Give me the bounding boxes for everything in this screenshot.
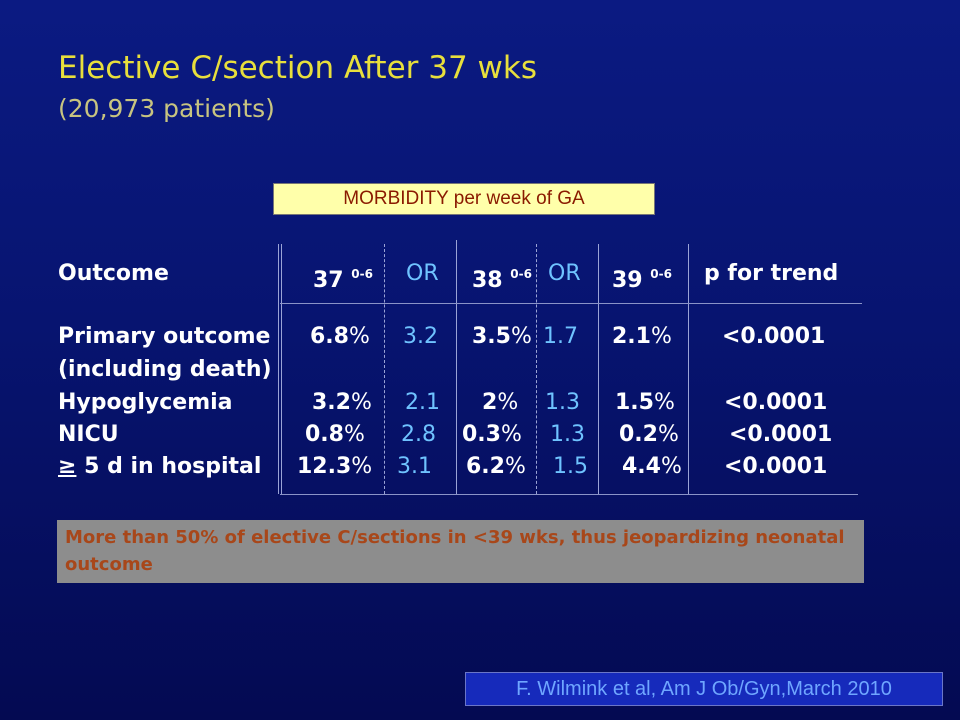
slide-subtitle: (20,973 patients) bbox=[58, 94, 275, 123]
cell-38: 3.5% bbox=[472, 324, 532, 349]
cell-p: <0.0001 bbox=[724, 454, 828, 479]
cell-or1: 3.2 bbox=[403, 324, 438, 349]
cell-39: 4.4% bbox=[622, 454, 682, 479]
slide-title: Elective C/section After 37 wks bbox=[58, 50, 538, 86]
citation: F. Wilmink et al, Am J Ob/Gyn,March 2010 bbox=[516, 678, 892, 700]
cell-37: 0.8% bbox=[305, 422, 365, 447]
conclusion-note-box: More than 50% of elective C/sections in … bbox=[57, 520, 864, 583]
col-divider-39 bbox=[598, 244, 599, 494]
header-outcome: Outcome bbox=[58, 261, 169, 286]
col-divider-outcome bbox=[278, 244, 282, 494]
cell-39: 0.2% bbox=[619, 422, 679, 447]
header-or-2: OR bbox=[548, 261, 581, 286]
cell-or1: 3.1 bbox=[397, 454, 432, 479]
cell-38: 0.3% bbox=[462, 422, 522, 447]
table-bottom-rule bbox=[280, 494, 858, 495]
col-divider-or2 bbox=[536, 244, 537, 494]
col-divider-p bbox=[688, 244, 689, 494]
cell-or1: 2.1 bbox=[405, 390, 440, 415]
cell-or2: 1.3 bbox=[550, 422, 585, 447]
cell-37: 6.8% bbox=[310, 324, 370, 349]
cell-or1: 2.8 bbox=[401, 422, 436, 447]
row-label-including-death: (including death) bbox=[58, 357, 272, 382]
cell-39: 2.1% bbox=[612, 324, 672, 349]
header-rule bbox=[280, 303, 862, 304]
cell-p: <0.0001 bbox=[729, 422, 833, 447]
cell-p: <0.0001 bbox=[722, 324, 826, 349]
header-week-38: 38 0-6 bbox=[472, 267, 532, 293]
col-divider-38 bbox=[456, 240, 457, 494]
cell-37: 12.3% bbox=[297, 454, 373, 479]
cell-or2: 1.7 bbox=[543, 324, 578, 349]
table-caption: MORBIDITY per week of GA bbox=[343, 188, 585, 209]
header-week-39: 39 0-6 bbox=[612, 267, 672, 293]
table-caption-box: MORBIDITY per week of GA bbox=[273, 183, 655, 215]
row-label-nicu: NICU bbox=[58, 422, 119, 447]
cell-p: <0.0001 bbox=[724, 390, 828, 415]
header-week-37: 37 0-6 bbox=[313, 267, 373, 293]
col-divider-or1 bbox=[384, 244, 385, 494]
row-label-hospital-stay: ≥ 5 d in hospital bbox=[58, 454, 262, 479]
cell-39: 1.5% bbox=[615, 390, 675, 415]
citation-box: F. Wilmink et al, Am J Ob/Gyn,March 2010 bbox=[465, 672, 943, 706]
cell-or2: 1.3 bbox=[545, 390, 580, 415]
cell-38: 2% bbox=[482, 390, 519, 415]
row-label-hypoglycemia: Hypoglycemia bbox=[58, 390, 233, 415]
row-label-primary-outcome: Primary outcome bbox=[58, 324, 271, 349]
cell-or2: 1.5 bbox=[553, 454, 588, 479]
header-or-1: OR bbox=[406, 261, 439, 286]
conclusion-note: More than 50% of elective C/sections in … bbox=[65, 527, 845, 575]
cell-38: 6.2% bbox=[466, 454, 526, 479]
header-p-trend: p for trend bbox=[704, 261, 839, 286]
cell-37: 3.2% bbox=[312, 390, 372, 415]
